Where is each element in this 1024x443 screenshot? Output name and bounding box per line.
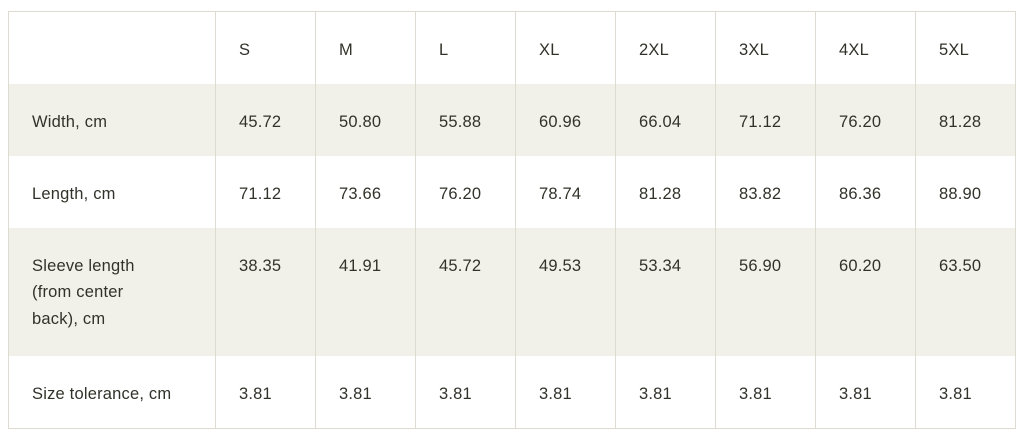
size-value-cell: 3.81 xyxy=(915,355,1016,429)
size-value-cell: 60.96 xyxy=(515,83,616,156)
size-chart: S M L XL 2XL 3XL 4XL 5XL Width, cm 45.72… xyxy=(8,11,1016,430)
header-row: S M L XL 2XL 3XL 4XL 5XL xyxy=(9,11,1016,84)
size-value-cell: 71.12 xyxy=(715,83,816,156)
size-value-cell: 45.72 xyxy=(415,227,516,356)
size-value-cell: 55.88 xyxy=(415,83,516,156)
corner-cell xyxy=(9,12,216,84)
table-row-sleeve-length: Sleeve length (from center back), cm 38.… xyxy=(8,227,1016,356)
size-value-cell: 3.81 xyxy=(215,355,316,429)
size-value-cell: 45.72 xyxy=(215,83,316,156)
column-header-3xl: 3XL xyxy=(715,11,816,84)
size-value-cell: 3.81 xyxy=(615,355,716,429)
table-row-size-tolerance: Size tolerance, cm 3.81 3.81 3.81 3.81 3… xyxy=(9,355,1016,429)
row-label: Length, cm xyxy=(32,184,116,203)
size-chart-table: S M L XL 2XL 3XL 4XL 5XL Width, cm 45.72… xyxy=(8,11,1016,430)
size-value-cell: 56.90 xyxy=(715,227,816,356)
size-value-cell: 78.74 xyxy=(515,155,616,228)
size-value-cell: 76.20 xyxy=(415,155,516,228)
column-header-xl: XL xyxy=(515,11,616,84)
size-value-cell: 3.81 xyxy=(715,355,816,429)
size-value-cell: 3.81 xyxy=(415,355,516,429)
size-value-cell: 86.36 xyxy=(815,155,916,228)
size-value-cell: 3.81 xyxy=(315,355,416,429)
column-header-l: L xyxy=(415,11,516,84)
size-value-cell: 83.82 xyxy=(715,155,816,228)
column-header-5xl: 5XL xyxy=(915,11,1016,84)
size-value-cell: 63.50 xyxy=(915,227,1016,356)
size-value-cell: 49.53 xyxy=(515,227,616,356)
size-value-cell: 60.20 xyxy=(815,227,916,356)
table-row-width: Width, cm 45.72 50.80 55.88 60.96 66.04 … xyxy=(8,83,1016,156)
row-label: Size tolerance, cm xyxy=(32,384,172,403)
size-value-cell: 53.34 xyxy=(615,227,716,356)
size-value-cell: 81.28 xyxy=(915,83,1016,156)
size-value-cell: 66.04 xyxy=(615,83,716,156)
size-value-cell: 3.81 xyxy=(815,355,916,429)
row-label: Sleeve length (from center back), cm xyxy=(32,256,135,329)
size-value-cell: 38.35 xyxy=(215,227,316,356)
column-header-2xl: 2XL xyxy=(615,11,716,84)
size-value-cell: 71.12 xyxy=(215,155,316,228)
table-row-length: Length, cm 71.12 73.66 76.20 78.74 81.28… xyxy=(9,155,1016,228)
size-value-cell: 3.81 xyxy=(515,355,616,429)
size-value-cell: 73.66 xyxy=(315,155,416,228)
size-value-cell: 81.28 xyxy=(615,155,716,228)
column-header-m: M xyxy=(315,11,416,84)
column-header-s: S xyxy=(215,11,316,84)
size-value-cell: 88.90 xyxy=(915,155,1016,228)
size-value-cell: 50.80 xyxy=(315,83,416,156)
row-label: Width, cm xyxy=(32,112,108,131)
column-header-4xl: 4XL xyxy=(815,11,916,84)
size-value-cell: 41.91 xyxy=(315,227,416,356)
size-value-cell: 76.20 xyxy=(815,83,916,156)
